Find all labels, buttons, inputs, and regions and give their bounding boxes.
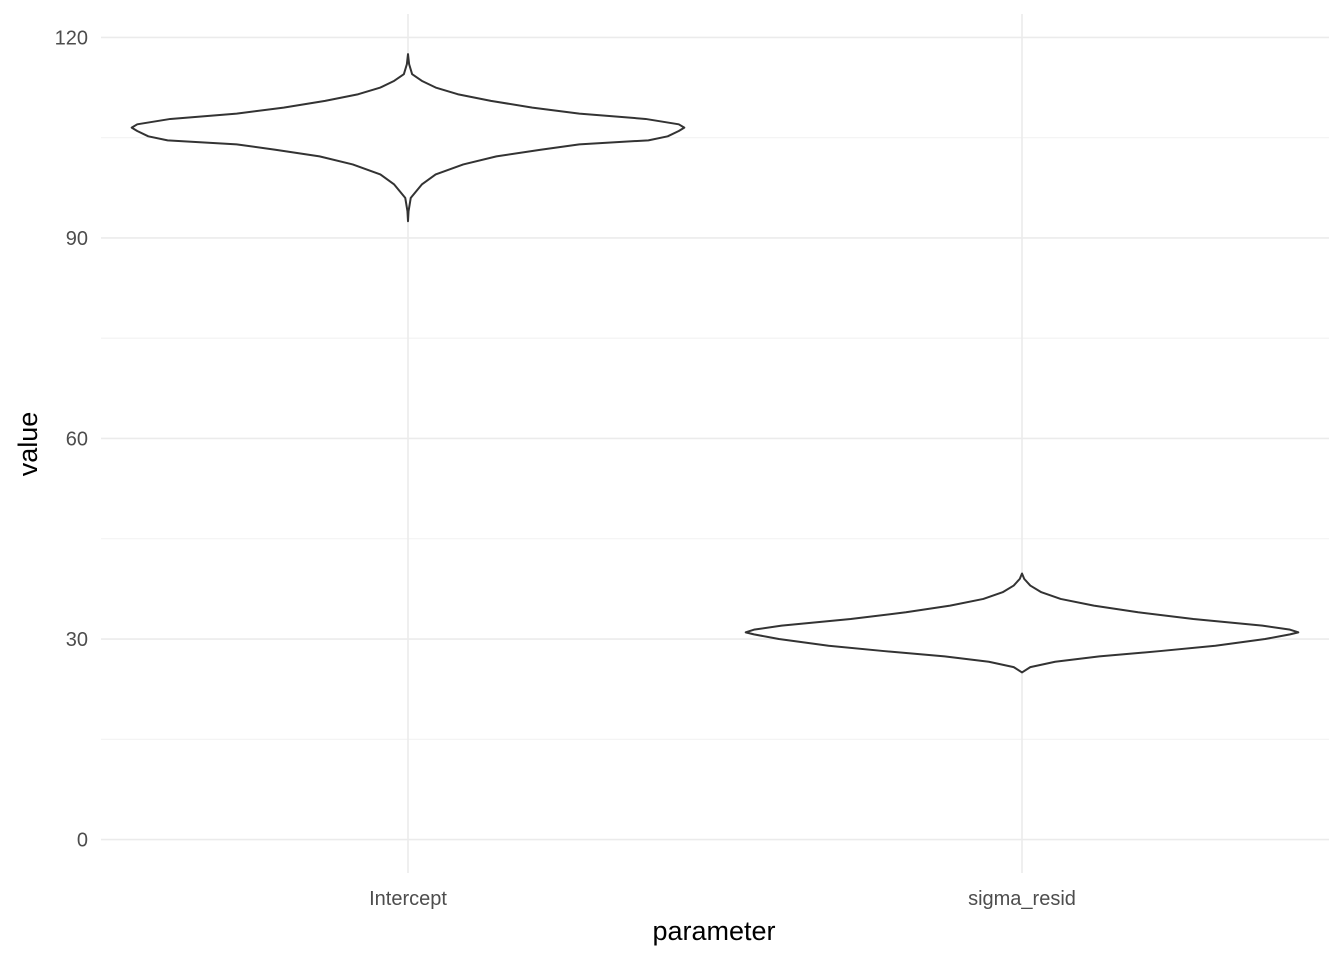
- violin-intercept: [130, 53, 686, 223]
- x-tick-label: sigma_resid: [968, 888, 1076, 910]
- x-tick-labels: Intercept sigma_resid: [369, 888, 1076, 910]
- violin-sigma-resid: [744, 572, 1300, 674]
- y-tick-labels: 0 30 60 90 120: [55, 27, 88, 851]
- y-axis-title: value: [13, 412, 43, 477]
- x-tick-label: Intercept: [369, 888, 447, 910]
- y-tick-label: 0: [77, 830, 88, 852]
- y-tick-label: 60: [66, 428, 88, 450]
- x-axis-title: parameter: [652, 916, 775, 946]
- major-gridlines: [101, 14, 1329, 873]
- violins: [130, 53, 1300, 674]
- y-tick-label: 30: [66, 629, 88, 651]
- y-tick-label: 120: [55, 27, 88, 49]
- y-tick-label: 90: [66, 228, 88, 250]
